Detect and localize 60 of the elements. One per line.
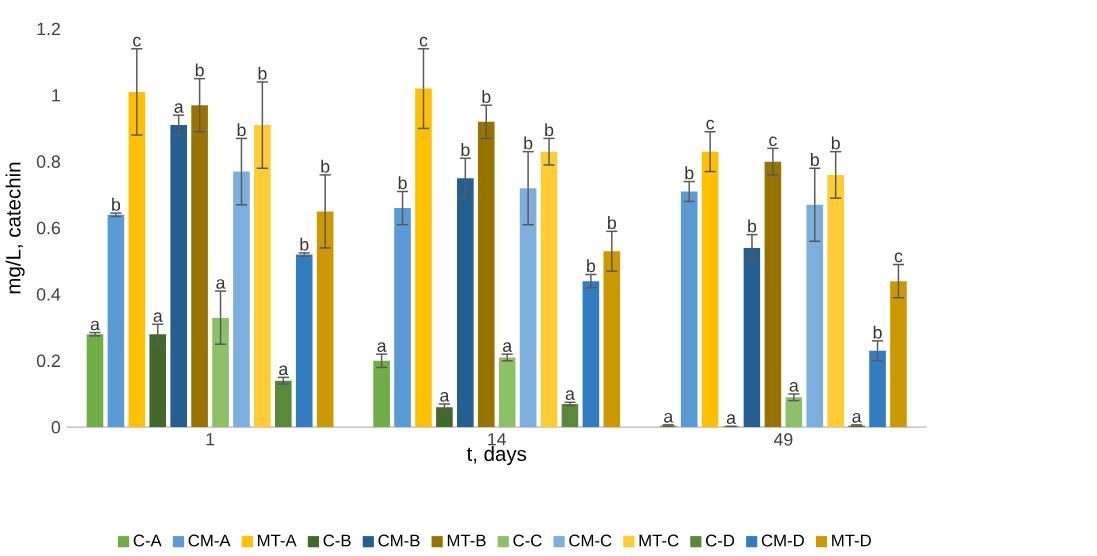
data-label: a	[174, 103, 184, 113]
x-axis-title: t, days	[466, 445, 527, 465]
data-label: b	[608, 216, 616, 229]
legend-label: MT-D	[832, 534, 871, 547]
data-label: b	[482, 89, 491, 103]
legend-label: C-C	[513, 534, 542, 547]
data-label: c	[706, 119, 715, 130]
data-label: b	[258, 66, 267, 80]
data-label: b	[112, 197, 121, 211]
data-label: b	[461, 142, 470, 156]
y-axis-title: mg/L, catechin	[5, 162, 25, 294]
data-label: b	[524, 136, 533, 150]
data-label: a	[852, 412, 862, 423]
y-tick-label: 1	[52, 89, 60, 102]
x-tick-label: 1	[206, 433, 215, 446]
legend-label: C-B	[323, 534, 351, 547]
y-tick-label: 0.8	[36, 155, 61, 168]
data-label: a	[153, 312, 163, 322]
legend-label: MT-B	[447, 534, 486, 547]
data-label: b	[873, 325, 882, 339]
data-label: b	[831, 136, 840, 150]
legend-label: CM-B	[378, 534, 420, 547]
data-label: a	[90, 320, 100, 331]
data-label: b	[195, 63, 204, 77]
data-label: a	[726, 414, 736, 424]
data-label: a	[789, 381, 799, 392]
legend-label: CM-C	[569, 534, 612, 547]
data-label: a	[565, 390, 575, 400]
data-label: a	[664, 412, 674, 423]
legend-label: C-D	[706, 534, 735, 547]
data-label: c	[133, 36, 141, 47]
y-tick-label: 0.2	[36, 354, 60, 367]
y-tick-label: 0.4	[36, 288, 61, 301]
legend-label: MT-C	[639, 534, 679, 547]
x-tick-label: 49	[773, 433, 793, 446]
data-label: a	[279, 365, 289, 376]
data-label: b	[810, 152, 819, 166]
y-tick-label: 1.2	[37, 22, 60, 35]
data-label: a	[377, 342, 387, 352]
data-label: c	[419, 36, 428, 47]
x-tick-label: 14	[488, 433, 507, 446]
legend-label: C-A	[133, 534, 162, 547]
data-label: b	[398, 176, 407, 190]
legend-label: MT-A	[258, 534, 297, 547]
data-label: b	[587, 259, 596, 273]
data-label: b	[685, 166, 694, 180]
data-label: a	[216, 279, 226, 289]
data-label: b	[321, 159, 330, 173]
legend-label: CM-D	[761, 534, 804, 547]
legend-label: CM-A	[188, 534, 231, 547]
data-label: b	[237, 123, 246, 137]
data-label: b	[545, 123, 554, 137]
y-tick-label: 0.6	[36, 221, 60, 235]
data-label: b	[748, 219, 757, 233]
data-label: a	[503, 342, 513, 352]
y-tick-label: 0	[51, 420, 61, 434]
data-label: a	[440, 391, 450, 402]
data-label: c	[769, 136, 777, 147]
data-label: b	[300, 237, 309, 251]
data-label: c	[894, 252, 903, 263]
